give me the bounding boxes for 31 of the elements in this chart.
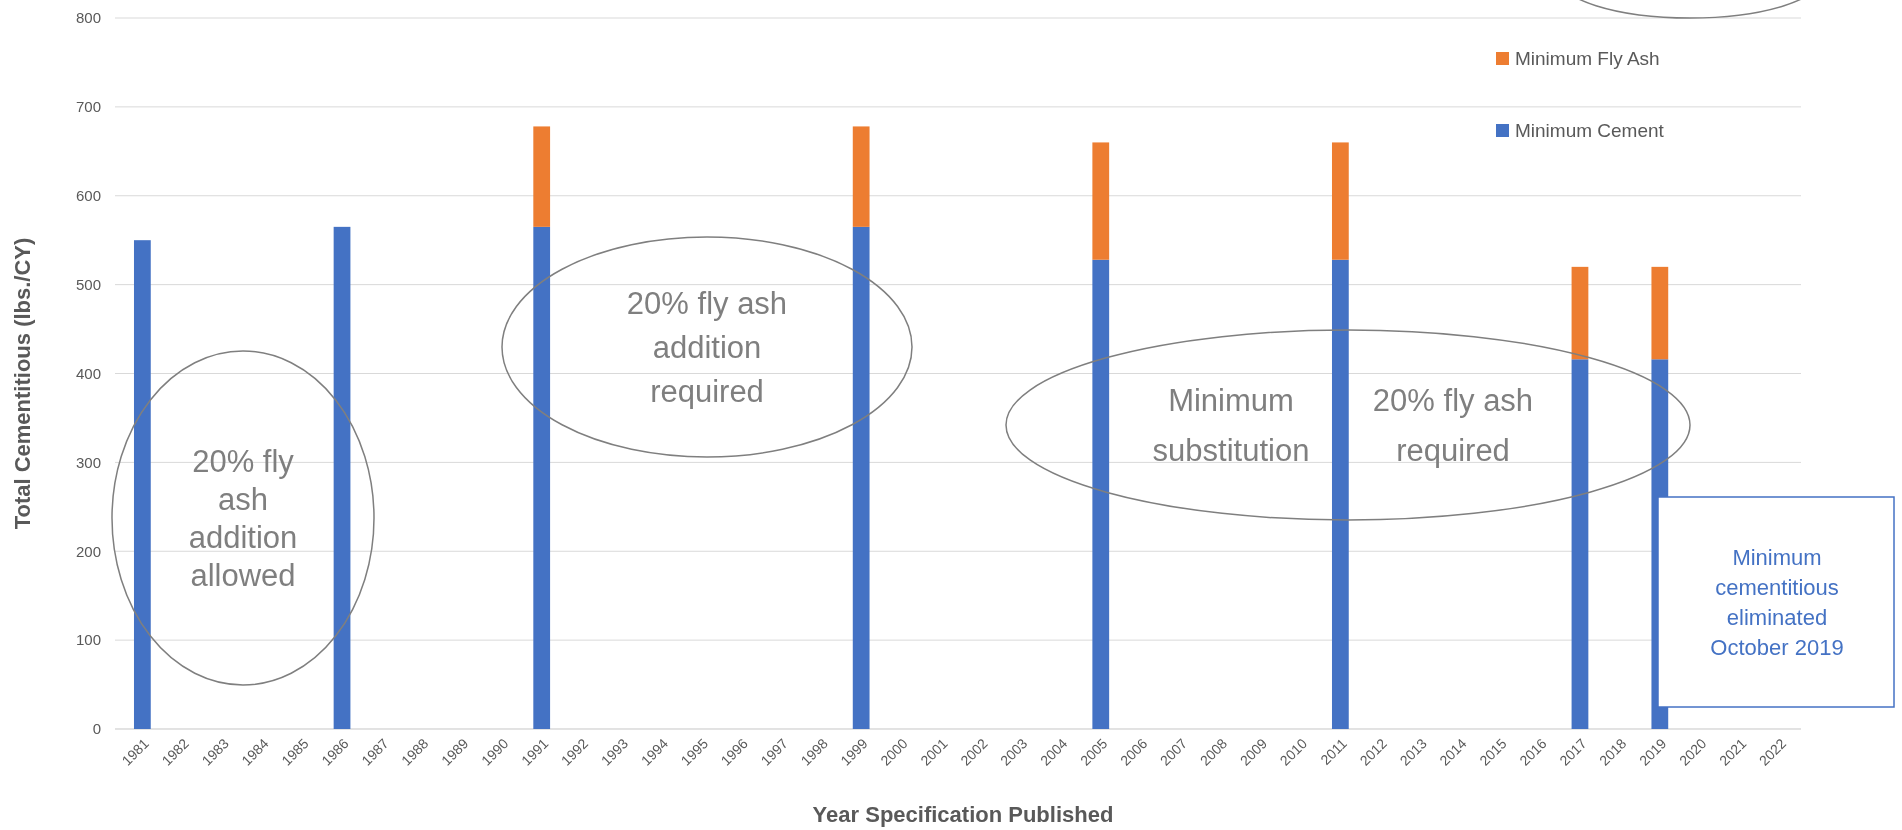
bar bbox=[1331, 142, 1349, 260]
bar bbox=[1571, 359, 1589, 729]
bar bbox=[533, 226, 551, 729]
bar bbox=[1651, 266, 1669, 360]
annotation: 20% fly ash addition required bbox=[626, 285, 788, 409]
bar bbox=[533, 126, 551, 227]
y-tick-label: 400 bbox=[75, 364, 101, 382]
y-tick-label: 0 bbox=[92, 720, 101, 738]
bar bbox=[852, 126, 870, 227]
y-tick-label: 300 bbox=[75, 453, 101, 471]
annotation: 20% fly ash addition allowed bbox=[188, 443, 298, 593]
bar bbox=[852, 226, 870, 729]
legend-label: Minimum Cement bbox=[1515, 119, 1665, 141]
x-axis-title: Year Specification Published bbox=[812, 802, 1114, 827]
y-tick-label: 100 bbox=[75, 631, 101, 649]
y-tick-label: 600 bbox=[75, 187, 101, 204]
annotation: Minimum cementitious eliminated October 2019 bbox=[1710, 544, 1844, 660]
y-axis-title: Total Cementitious (lbs./CY) bbox=[10, 237, 35, 530]
annotation: Minimum substitution bbox=[1152, 382, 1310, 468]
annotation: 20% fly ash required bbox=[1372, 382, 1534, 468]
bar bbox=[133, 240, 151, 729]
y-tick-label: 200 bbox=[75, 542, 101, 560]
y-tick-label: 500 bbox=[75, 275, 101, 293]
bar bbox=[1092, 142, 1110, 260]
bar bbox=[333, 226, 351, 729]
legend-label: Minimum Fly Ash bbox=[1515, 47, 1660, 69]
bar bbox=[1331, 259, 1349, 729]
y-tick-label: 700 bbox=[75, 98, 101, 116]
bar bbox=[1571, 266, 1589, 360]
bar bbox=[1092, 259, 1110, 729]
y-tick-label: 800 bbox=[75, 9, 101, 27]
